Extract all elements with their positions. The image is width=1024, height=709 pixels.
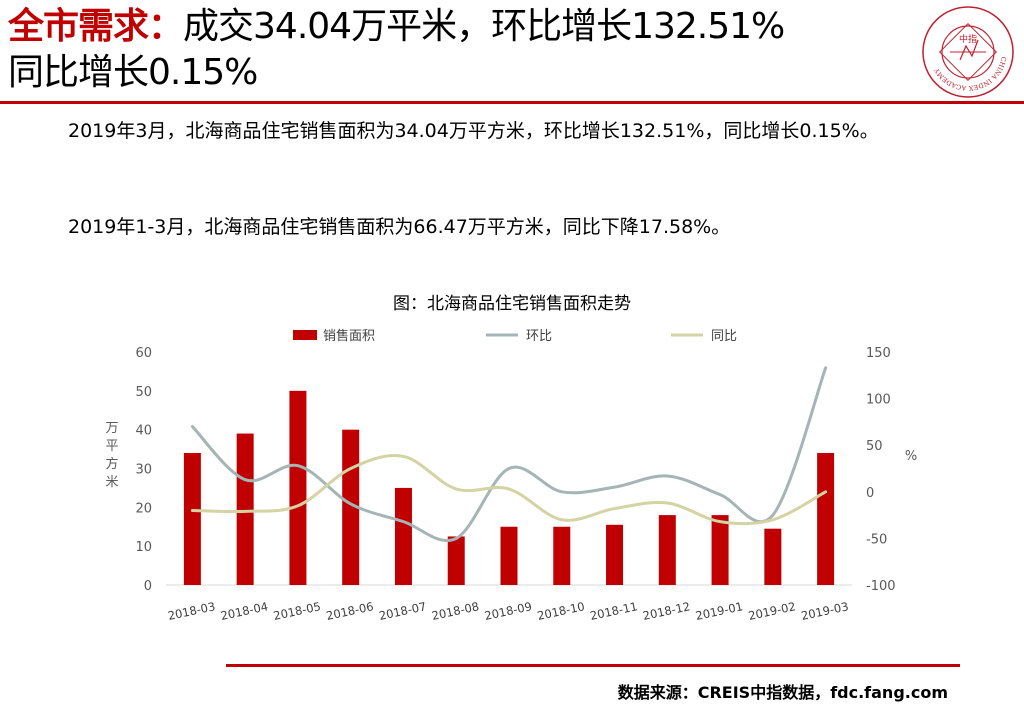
y-tick-label: 60 (135, 346, 152, 361)
y2-tick-label: 150 (866, 346, 891, 361)
y-tick-label: 40 (135, 424, 152, 439)
bar-sales-area (817, 452, 835, 585)
y-tick-label: 0 (144, 579, 152, 594)
x-tick-label: 2018-09 (483, 599, 533, 623)
x-tick-label: 2018-04 (219, 599, 269, 623)
y2-tick-label: 50 (866, 439, 883, 454)
x-tick-label: 2018-06 (325, 599, 375, 623)
title-line2: 同比增长0.15% (8, 52, 258, 93)
bar-sales-area (289, 390, 307, 585)
bar-sales-area (394, 487, 412, 585)
y-tick-label: 20 (135, 501, 152, 516)
page-title: 全市需求：成交34.04万平米，环比增长132.51% 同比增长0.15% (8, 4, 908, 96)
bar-sales-area (342, 429, 360, 585)
y-tick-label: 30 (135, 463, 152, 478)
x-tick-label: 2019-01 (694, 599, 744, 623)
x-tick-label: 2018-05 (272, 599, 322, 623)
y-tick-label: 10 (135, 540, 152, 555)
x-tick-label: 2018-12 (642, 599, 692, 623)
legend-label: 环比 (526, 329, 552, 344)
x-tick-label: 2018-03 (167, 599, 217, 623)
bar-sales-area (764, 528, 782, 585)
china-index-academy-logo: 中指 CHINA INDEX ACADEMY (922, 6, 1014, 98)
x-tick-label: 2018-11 (589, 599, 639, 623)
bar-sales-area (183, 452, 201, 585)
title-line1: 成交34.04万平米，环比增长132.51% (183, 6, 785, 47)
summary-paragraph-2: 2019年1-3月，北海商品住宅销售面积为66.47万平方米，同比下降17.58… (68, 216, 731, 238)
x-tick-label: 2019-02 (747, 599, 797, 623)
title-divider (0, 101, 1024, 104)
chart-title: 图：北海商品住宅销售面积走势 (393, 294, 631, 314)
data-source: 数据来源：CREIS中指数据，fdc.fang.com (617, 683, 948, 702)
bar-sales-area (658, 515, 676, 585)
bar-sales-area (236, 433, 254, 585)
bar-sales-area (606, 524, 624, 585)
bar-sales-area (553, 526, 571, 585)
y-tick-label: 50 (135, 385, 152, 400)
line-yoy-change (190, 454, 828, 526)
legend-label: 同比 (711, 329, 737, 344)
legend-swatch-bar (293, 330, 317, 340)
x-tick-label: 2018-07 (378, 599, 428, 623)
title-highlight: 全市需求： (8, 6, 184, 47)
y-axis-label: 万平方米 (105, 421, 118, 490)
x-tick-label: 2019-03 (800, 599, 850, 623)
legend-label: 销售面积 (323, 328, 375, 344)
y2-tick-label: -100 (866, 579, 896, 594)
summary-paragraph-1: 2019年3月，北海商品住宅销售面积为34.04万平方米，环比增长132.51%… (68, 120, 879, 142)
bar-sales-area (500, 526, 518, 585)
y2-axis-label: % (905, 449, 917, 464)
line-mom-change (190, 366, 828, 543)
bar-sales-area (447, 536, 465, 585)
x-tick-label: 2018-08 (430, 599, 480, 623)
logo-text: 中指 (959, 33, 977, 45)
x-tick-label: 2018-10 (536, 599, 586, 623)
bar-sales-area (711, 515, 729, 585)
y2-tick-label: -50 (866, 532, 887, 547)
y2-tick-label: 0 (866, 486, 874, 501)
footer-divider (226, 664, 960, 667)
y2-tick-label: 100 (866, 393, 891, 408)
